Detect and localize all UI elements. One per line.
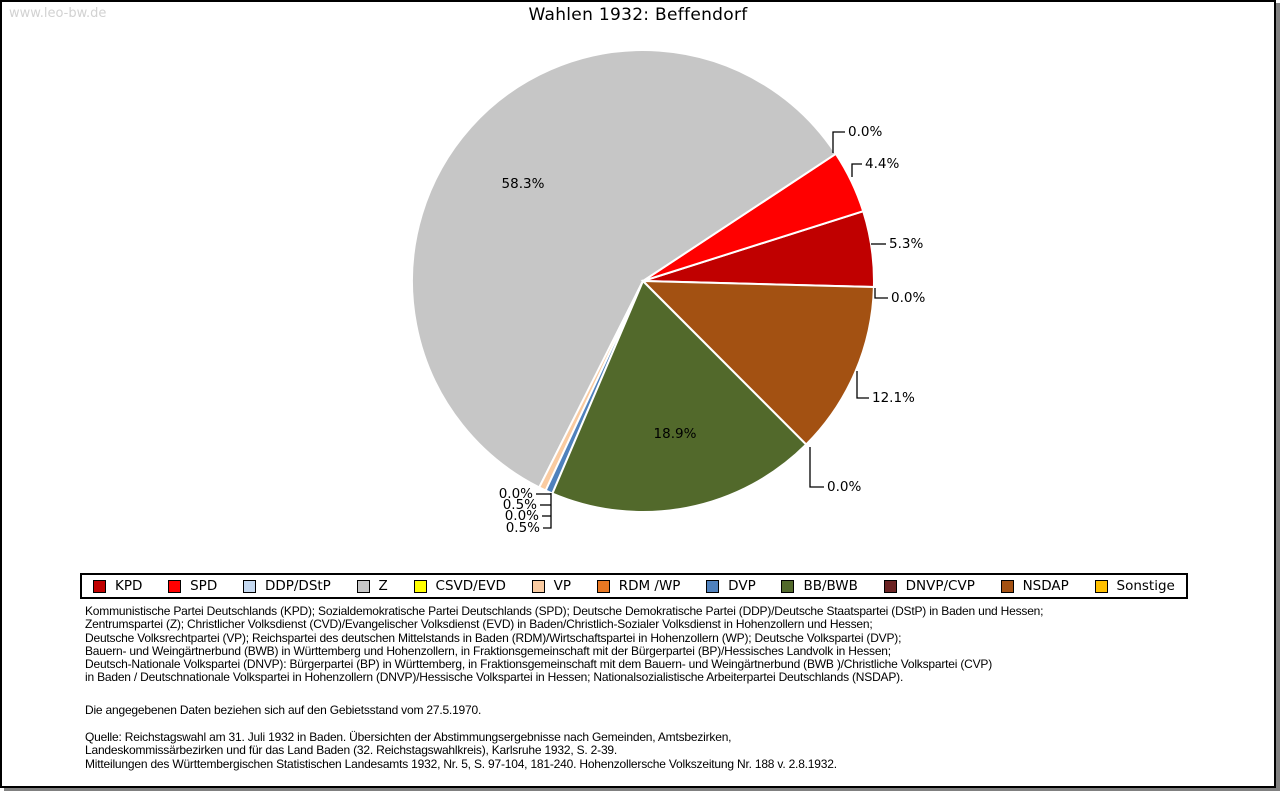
pie-chart: 0.0%4.4%5.3%0.0%12.1%0.0%0.0%0.5%0.0%0.5… [411,49,925,536]
party-explanations-line-4: Bauern- und Weingärtnerbund (BWB) in Wür… [85,643,891,658]
legend-item-vp: VP [531,578,571,594]
note-gebietsstand: Die angegebenen Daten beziehen sich auf … [85,702,482,717]
legend-item-spd: SPD [168,578,217,594]
pie-slice-z [411,49,838,489]
legend-item-sonstige: Sonstige [1094,578,1175,594]
legend-item-dnvp-cvp: DNVP/CVP [883,578,975,594]
watermark: www.leo-bw.de [9,6,107,21]
legend-label-spd: SPD [190,578,218,594]
legend-label-csvd-evd: CSVD/EVD [435,578,506,594]
legend-swatch-rdm-wp [596,579,610,593]
legend-label-dvp: DVP [728,578,756,594]
legend-swatch-bb-bwb [781,579,795,593]
legend-label-bb-bwb: BB/BWB [803,578,858,594]
legend-swatch-dnvp-cvp [883,579,897,593]
source-line-1: Quelle: Reichstagswahl am 31. Juli 1932 … [85,730,732,745]
legend-swatch-sonstige [1094,579,1108,593]
legend-item-dvp: DVP [706,578,756,594]
pie-callout-line-dnvp-cvp [809,447,824,488]
pie-label-csvd-evd: 0.0% [499,486,533,502]
pie-callout-line-dvp [543,493,552,529]
party-explanations-line-6: in Baden / Deutschnationale Volkspartei … [85,670,904,685]
legend-swatch-kpd [93,579,106,593]
footer-text: Kommunistische Partei Deutschlands (KPD)… [85,604,1044,771]
legend-swatch-nsdap [1000,579,1014,593]
party-explanations-line-1: Kommunistische Partei Deutschlands (KPD)… [85,604,1044,618]
party-explanations-line-3: Deutsche Volksrechtpartei (VP); Reichspa… [85,630,902,645]
legend-item-csvd-evd: CSVD/EVD [413,578,506,594]
pie-slice-bb-bwb [551,279,808,513]
party-explanations-line-2: Zentrumspartei (Z); Christlicher Volksdi… [85,617,873,632]
pie-label-kpd: 5.3% [889,236,923,252]
source-text: Quelle: Reichstagswahl am 31. Juli 1932 … [85,730,1043,771]
legend-swatch-ddp-dstp [242,579,256,593]
pie-slice-nsdap [640,279,875,446]
pie-inner-label-z: 58.3% [502,176,545,192]
pie-label-rdm-wp: 0.0% [505,508,539,524]
legend-item-nsdap: NSDAP [1000,578,1069,594]
pie-label-dnvp-cvp: 0.0% [827,479,861,495]
pie-callout-line-spd [851,163,862,177]
legend-swatch-csvd-evd [413,579,427,593]
legend-label-z: Z [378,578,388,594]
legend-label-kpd: KPD [115,578,143,594]
legend-label-ddp-dstp: DDP/DStP [264,578,331,594]
pie-label-spd: 4.4% [865,156,899,172]
legend-item-bb-bwb: BB/BWB [781,578,858,594]
legend-label-sonstige: Sonstige [1116,578,1175,594]
pie-label-sonstige: 0.0% [891,290,925,306]
legend-item-ddp-dstp: DDP/DStP [242,578,331,594]
legend-swatch-dvp [706,579,720,593]
legend-item-rdm-wp: RDM /WP [596,578,681,594]
legend-label-nsdap: NSDAP [1022,578,1069,594]
party-explanations-line-5: Deutsch-Nationale Volkspartei (DNVP): Bü… [85,657,993,672]
pie-callout-line-nsdap [856,371,869,399]
source-line-3: Mitteilungen des Württembergischen Stati… [85,756,837,771]
legend: KPD SPD DDP/DStP Z CSVD/EVD VP RDM /WP DVP BB/BW… [80,573,1188,599]
legend-item-z: Z [356,578,388,594]
pie-callout-line-sonstige [874,288,888,299]
pie-label-vp: 0.5% [503,497,537,513]
legend-label-vp: VP [553,578,571,594]
legend-swatch-spd [168,579,182,593]
legend-label-rdm-wp: RDM /WP [618,578,681,594]
legend-label-dnvp-cvp: DNVP/CVP [905,578,975,594]
pie-label-dvp: 0.5% [506,520,540,536]
party-explanations: Kommunistische Partei Deutschlands (KPD)… [85,604,1044,685]
pie-label-nsdap: 12.1% [872,390,915,406]
pie-label-ddp-dstp: 0.0% [848,124,882,140]
pie-callout-line-ddp-dstp [832,131,845,153]
source-line-2: Landeskommissärbezirken und für das Land… [85,743,618,758]
pie-inner-label-bb-bwb: 18.9% [654,426,697,442]
legend-swatch-vp [531,579,545,593]
legend-swatch-z [356,579,370,593]
page-title: Wahlen 1932: Beffendorf [528,5,748,25]
legend-item-kpd: KPD [93,578,142,594]
